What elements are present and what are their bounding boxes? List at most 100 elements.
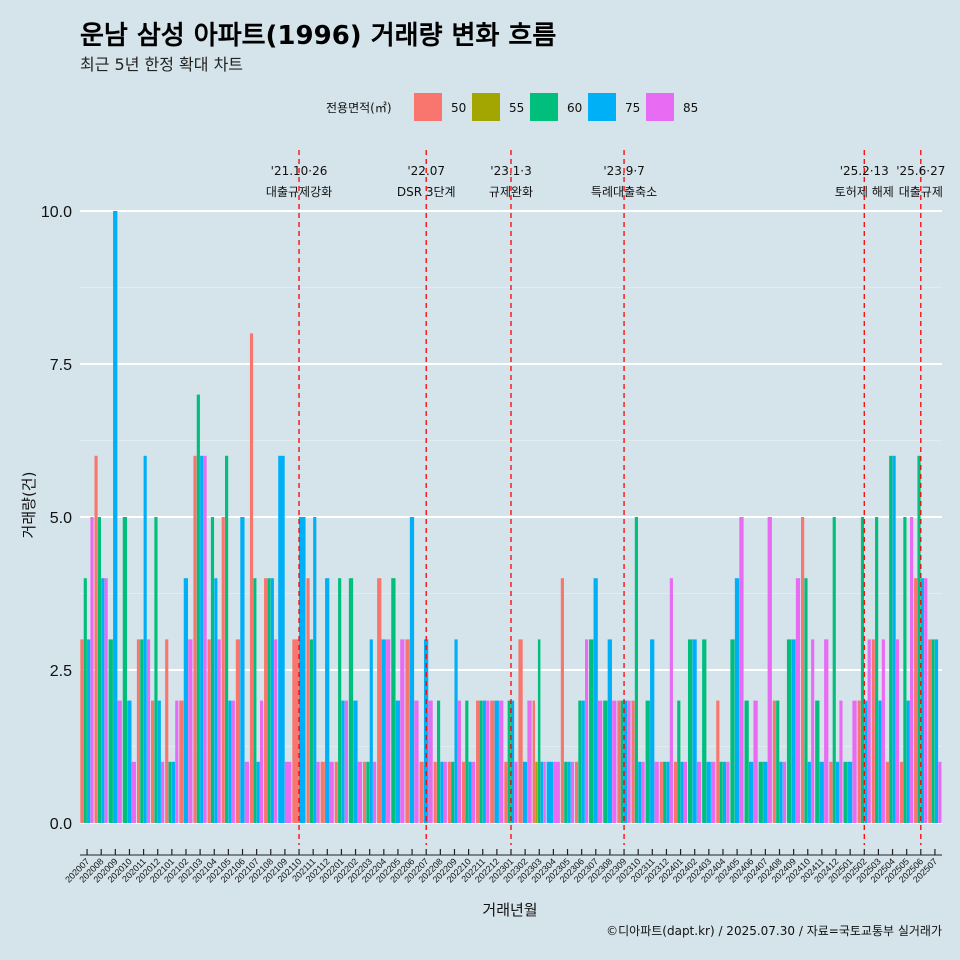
bar-85-202209 bbox=[457, 700, 461, 823]
bar-85-202008 bbox=[104, 578, 108, 823]
bar-85-202406 bbox=[753, 700, 758, 823]
x-axis-title: 거래년월 bbox=[482, 901, 537, 919]
bar-50-202312 bbox=[659, 761, 663, 823]
bar-75-202411 bbox=[819, 761, 824, 823]
bar-60-202205 bbox=[391, 578, 396, 823]
event-label: 규제완화 bbox=[489, 185, 533, 199]
bar-75-202208 bbox=[440, 761, 444, 823]
bar-75-202103 bbox=[200, 455, 204, 823]
bar-75-202503 bbox=[878, 700, 882, 823]
bar-85-202112 bbox=[329, 761, 334, 823]
bar-50-202310 bbox=[631, 700, 635, 823]
bar-60-202209 bbox=[451, 761, 455, 823]
bar-50-202506 bbox=[914, 578, 918, 823]
event-label: 특례대출축소 bbox=[591, 185, 657, 199]
bar-60-202010 bbox=[122, 517, 128, 823]
bar-85-202312 bbox=[669, 578, 673, 823]
bar-60-202310 bbox=[634, 517, 638, 823]
bar-60-202108 bbox=[267, 578, 271, 823]
bar-75-202303 bbox=[540, 761, 544, 823]
bar-50-202110 bbox=[292, 639, 299, 823]
bar-85-202502 bbox=[867, 639, 871, 823]
bar-50-202505 bbox=[899, 761, 904, 823]
legend-label-75: 75 bbox=[625, 101, 640, 115]
bar-60-202409 bbox=[786, 639, 792, 823]
bar-60-202405 bbox=[730, 639, 735, 823]
bar-75-202408 bbox=[779, 761, 783, 823]
bar-75-202105 bbox=[228, 700, 232, 823]
bar-75-202201 bbox=[341, 700, 345, 823]
bar-60-202312 bbox=[663, 761, 667, 823]
bar-85-202009 bbox=[117, 700, 122, 823]
bar-85-202303 bbox=[543, 761, 546, 823]
bar-60-202211 bbox=[479, 700, 483, 823]
legend-label-55: 55 bbox=[509, 101, 524, 115]
legend-label-60: 60 bbox=[567, 101, 582, 115]
y-tick-label: 10.0 bbox=[41, 204, 72, 221]
bar-60-202101 bbox=[168, 761, 172, 823]
bar-60-202203 bbox=[366, 761, 370, 823]
bar-50-202209 bbox=[447, 761, 451, 823]
bar-85-202007 bbox=[90, 517, 94, 823]
legend-key-50 bbox=[414, 93, 442, 121]
bar-75-202410 bbox=[807, 761, 811, 823]
legend-key-60 bbox=[530, 93, 558, 121]
bar-60-202308 bbox=[603, 700, 608, 823]
y-tick-label: 0.0 bbox=[50, 816, 72, 833]
bar-50-202303 bbox=[532, 700, 536, 823]
bar-75-202109 bbox=[278, 455, 285, 823]
bar-85-202305 bbox=[570, 761, 575, 823]
bar-85-202105 bbox=[231, 700, 235, 823]
bar-85-202111 bbox=[316, 761, 320, 823]
bar-75-202206 bbox=[409, 517, 415, 823]
bar-85-202107 bbox=[260, 700, 264, 823]
bar-85-202212 bbox=[499, 700, 504, 823]
legend-label-85: 85 bbox=[683, 101, 698, 115]
bar-85-202211 bbox=[486, 700, 490, 823]
bar-85-202503 bbox=[881, 639, 885, 823]
bar-85-202506 bbox=[924, 578, 928, 823]
bar-85-202108 bbox=[274, 639, 278, 823]
bar-75-202412 bbox=[836, 761, 840, 823]
bar-75-202409 bbox=[791, 639, 796, 823]
bar-60-202305 bbox=[564, 761, 568, 823]
bar-75-202111 bbox=[313, 517, 317, 823]
bar-50-202504 bbox=[885, 761, 889, 823]
event-date: '25.2·13 bbox=[840, 164, 889, 178]
bar-50-202408 bbox=[772, 700, 776, 823]
bar-75-202012 bbox=[157, 700, 161, 823]
bar-50-202107 bbox=[249, 333, 254, 823]
bar-85-202306 bbox=[585, 639, 589, 823]
bar-85-202202 bbox=[357, 761, 363, 823]
bar-60-202406 bbox=[744, 700, 749, 823]
bar-85-202402 bbox=[696, 761, 702, 823]
bar-50-202203 bbox=[362, 761, 367, 823]
bar-75-202406 bbox=[748, 761, 754, 823]
bar-60-202410 bbox=[804, 578, 808, 823]
bar-50-202412 bbox=[829, 761, 833, 823]
bar-85-202407 bbox=[767, 517, 772, 823]
event-label: 토허제 해제 bbox=[835, 185, 894, 199]
bar-85-202302 bbox=[527, 700, 532, 823]
bar-50-202106 bbox=[235, 639, 241, 823]
bar-60-202412 bbox=[832, 517, 836, 823]
bar-60-202103 bbox=[196, 394, 200, 823]
bar-75-202007 bbox=[87, 639, 91, 823]
bar-85-202109 bbox=[284, 761, 292, 823]
bar-75-202501 bbox=[847, 761, 853, 823]
bar-50-202111 bbox=[306, 578, 310, 823]
bar-60-202401 bbox=[677, 700, 681, 823]
bar-85-202210 bbox=[471, 761, 476, 823]
bar-60-202408 bbox=[776, 700, 780, 823]
bar-75-202010 bbox=[127, 700, 132, 823]
bar-75-202202 bbox=[353, 700, 358, 823]
bar-50-202108 bbox=[264, 578, 268, 823]
bar-85-202102 bbox=[188, 639, 193, 823]
bar-60-202507 bbox=[931, 639, 935, 823]
bar-75-202110 bbox=[299, 517, 306, 823]
bar-85-202010 bbox=[131, 761, 136, 823]
bar-60-202503 bbox=[875, 517, 879, 823]
y-axis: 0.0 2.5 5.0 7.5 10.0 bbox=[41, 204, 72, 833]
chart-title: 운남 삼성 아파트(1996) 거래량 변화 흐름 bbox=[80, 21, 556, 51]
bar-75-202407 bbox=[763, 761, 768, 823]
